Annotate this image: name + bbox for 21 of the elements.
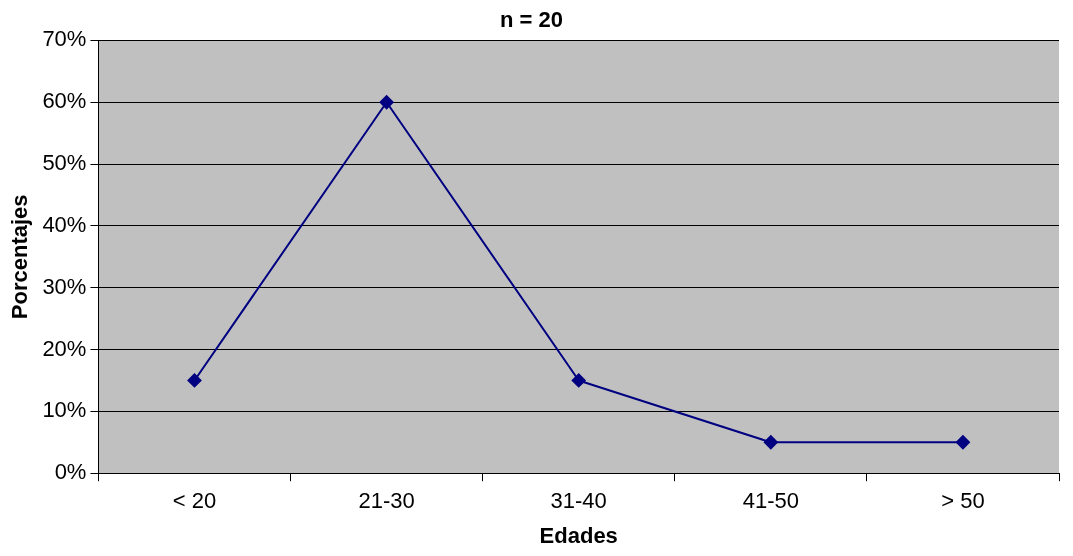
x-axis-title: Edades: [539, 522, 618, 548]
y-tick-label: 70%: [42, 26, 87, 52]
x-tick-label: > 50: [941, 488, 985, 514]
y-tick-label: 0%: [54, 459, 87, 485]
y-tick-label: 20%: [42, 335, 87, 361]
x-tick-label: < 20: [172, 488, 217, 514]
point: [187, 373, 202, 388]
x-tick-label: 41-50: [742, 488, 799, 514]
point: [379, 95, 394, 110]
y-tick-label: 30%: [42, 273, 87, 299]
y-axis-title: Porcentajes: [7, 194, 33, 320]
x-tick-label: 31-40: [550, 488, 607, 514]
chart-title: n = 20: [500, 7, 563, 33]
y-tick-label: 60%: [42, 88, 87, 114]
point: [763, 435, 778, 450]
point: [955, 435, 970, 450]
y-tick-label: 50%: [42, 150, 87, 176]
point: [571, 373, 586, 388]
y-tick-label: 10%: [42, 397, 87, 423]
x-tick-label: 21-30: [358, 488, 415, 514]
y-tick-label: 40%: [42, 211, 87, 237]
